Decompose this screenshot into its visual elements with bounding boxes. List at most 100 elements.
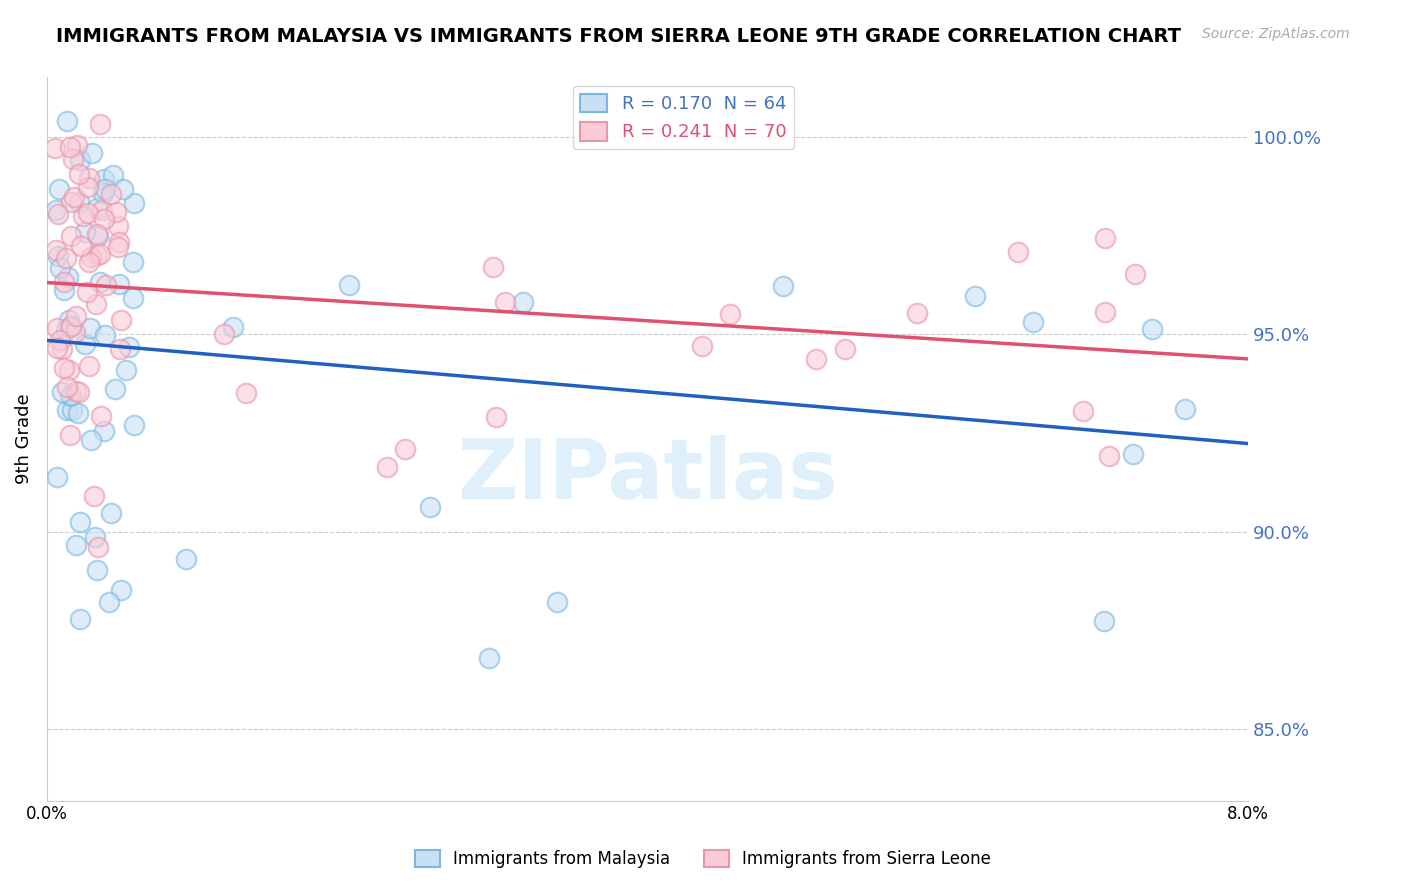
Point [1142, 321, 1164, 335]
Point [91, 186, 114, 200]
Point [77, 206, 100, 220]
Point [63, 325, 86, 339]
Text: ZIPatlas: ZIPatlas [457, 434, 838, 516]
Point [59, 427, 82, 442]
Point [394, 442, 416, 456]
Point [1007, 244, 1029, 259]
Point [235, 386, 257, 401]
Point [80, 145, 103, 160]
Point [67, 406, 90, 420]
Point [59, 320, 82, 334]
Point [1098, 450, 1121, 464]
Point [49, 333, 72, 347]
Point [93, 182, 115, 196]
Point [419, 500, 441, 515]
Point [52, 275, 75, 289]
Point [115, 363, 138, 377]
Point [1123, 267, 1146, 281]
Point [124, 195, 146, 210]
Point [46, 249, 69, 263]
Point [83, 489, 105, 503]
Point [46, 341, 69, 355]
Point [79, 359, 101, 373]
Point [112, 182, 135, 196]
Point [69, 239, 91, 253]
Point [108, 277, 131, 291]
Point [482, 260, 505, 274]
Point [46, 207, 69, 221]
Point [65, 309, 87, 323]
Point [485, 409, 508, 424]
Point [93, 425, 115, 439]
Point [72, 209, 94, 223]
Legend: Immigrants from Malaysia, Immigrants from Sierra Leone: Immigrants from Malaysia, Immigrants fro… [408, 843, 998, 875]
Point [86, 563, 108, 577]
Point [546, 594, 568, 608]
Point [49, 260, 72, 275]
Point [375, 460, 398, 475]
Point [89, 247, 111, 261]
Point [58, 312, 80, 326]
Point [1092, 614, 1115, 628]
Point [100, 506, 122, 520]
Point [834, 343, 856, 357]
Point [53, 360, 76, 375]
Point [44, 141, 66, 155]
Point [1073, 404, 1095, 418]
Point [48, 182, 70, 196]
Point [337, 277, 360, 292]
Point [86, 227, 108, 241]
Point [55, 323, 77, 337]
Point [77, 170, 100, 185]
Point [58, 363, 80, 377]
Point [62, 152, 84, 166]
Point [212, 327, 235, 342]
Point [67, 195, 90, 210]
Point [110, 583, 132, 598]
Point [56, 380, 79, 394]
Point [86, 201, 108, 215]
Point [1094, 305, 1116, 319]
Point [58, 389, 80, 403]
Point [56, 402, 79, 417]
Point [90, 202, 112, 217]
Point [59, 319, 82, 334]
Point [59, 140, 82, 154]
Point [122, 418, 145, 433]
Point [62, 189, 84, 203]
Point [121, 291, 143, 305]
Point [77, 180, 100, 194]
Point [56, 114, 79, 128]
Point [692, 339, 714, 353]
Point [1174, 402, 1197, 417]
Y-axis label: 9th Grade: 9th Grade [15, 393, 32, 484]
Point [67, 167, 90, 181]
Point [77, 255, 100, 269]
Point [963, 289, 986, 303]
Point [45, 321, 67, 335]
Point [60, 195, 83, 210]
Point [107, 219, 129, 233]
Point [221, 319, 243, 334]
Point [79, 250, 101, 264]
Point [108, 342, 131, 356]
Point [90, 409, 112, 424]
Point [108, 235, 131, 249]
Point [907, 306, 929, 320]
Point [512, 294, 534, 309]
Point [93, 172, 115, 186]
Point [69, 515, 91, 529]
Point [101, 169, 124, 183]
Point [53, 283, 76, 297]
Point [84, 530, 107, 544]
Point [51, 384, 73, 399]
Point [107, 240, 129, 254]
Point [174, 552, 197, 566]
Point [1094, 231, 1116, 245]
Point [75, 337, 97, 351]
Point [44, 243, 66, 257]
Point [89, 117, 111, 131]
Point [718, 307, 741, 321]
Point [94, 327, 117, 342]
Point [98, 595, 121, 609]
